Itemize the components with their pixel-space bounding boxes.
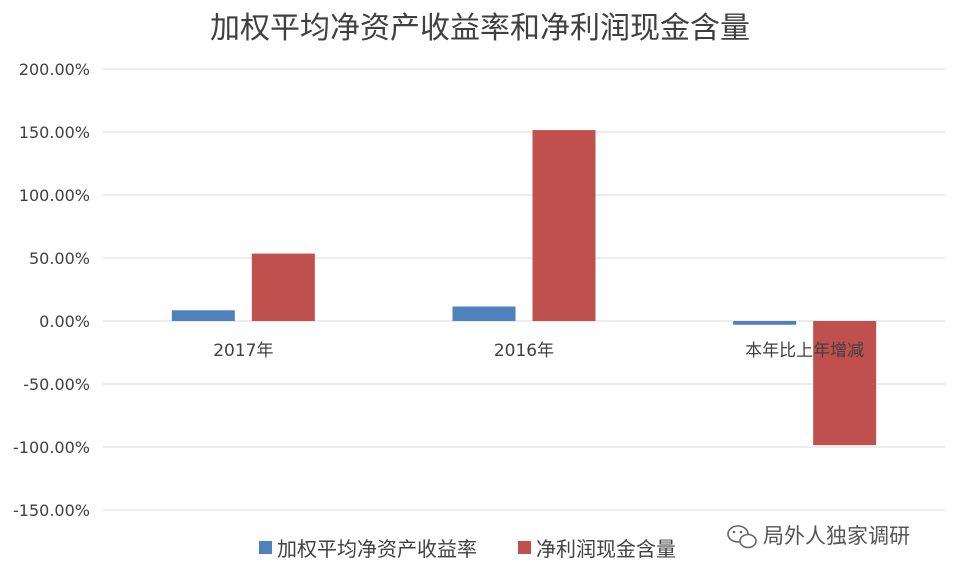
bar-roe-1 bbox=[171, 310, 235, 321]
y-tick-label: 0.00% bbox=[39, 312, 90, 331]
bars bbox=[171, 130, 877, 446]
y-tick-label: -50.00% bbox=[23, 375, 90, 394]
y-axis-ticks: 200.00% 150.00% 100.00% 50.00% 0.00% -50.00% -… bbox=[13, 60, 90, 520]
x-category-label: 2017年 bbox=[213, 341, 273, 361]
gridlines bbox=[103, 68, 945, 511]
watermark: 局外人独家调研 bbox=[727, 524, 910, 549]
y-tick-label: 150.00% bbox=[19, 123, 90, 142]
x-axis-categories: 2017年 2016年 本年比上年增减 bbox=[213, 341, 864, 361]
bar-roe-3 bbox=[733, 321, 797, 325]
legend-swatch bbox=[259, 541, 272, 554]
legend: 加权平均净资产收益率 净利润现金含量 bbox=[259, 537, 676, 561]
legend-label: 加权平均净资产收益率 bbox=[277, 537, 477, 561]
y-tick-label: 50.00% bbox=[29, 249, 90, 268]
bar-roe-2 bbox=[452, 306, 516, 321]
wechat-icon bbox=[727, 525, 757, 549]
y-tick-label: 100.00% bbox=[19, 186, 90, 205]
y-tick-label: -150.00% bbox=[13, 501, 90, 520]
watermark-text: 局外人独家调研 bbox=[763, 524, 910, 548]
x-category-label: 2016年 bbox=[494, 341, 554, 361]
x-category-label: 本年比上年增减 bbox=[745, 341, 864, 361]
y-tick-label: 200.00% bbox=[19, 60, 90, 79]
legend-swatch bbox=[518, 541, 531, 554]
bar-cash-content-2 bbox=[532, 130, 596, 321]
chart-title: 加权平均净资产收益率和净利润现金含量 bbox=[210, 11, 750, 46]
bar-cash-content-1 bbox=[251, 253, 315, 321]
y-tick-label: -100.00% bbox=[13, 438, 90, 457]
legend-label: 净利润现金含量 bbox=[536, 537, 676, 561]
bar-cash-content-3 bbox=[813, 321, 877, 446]
